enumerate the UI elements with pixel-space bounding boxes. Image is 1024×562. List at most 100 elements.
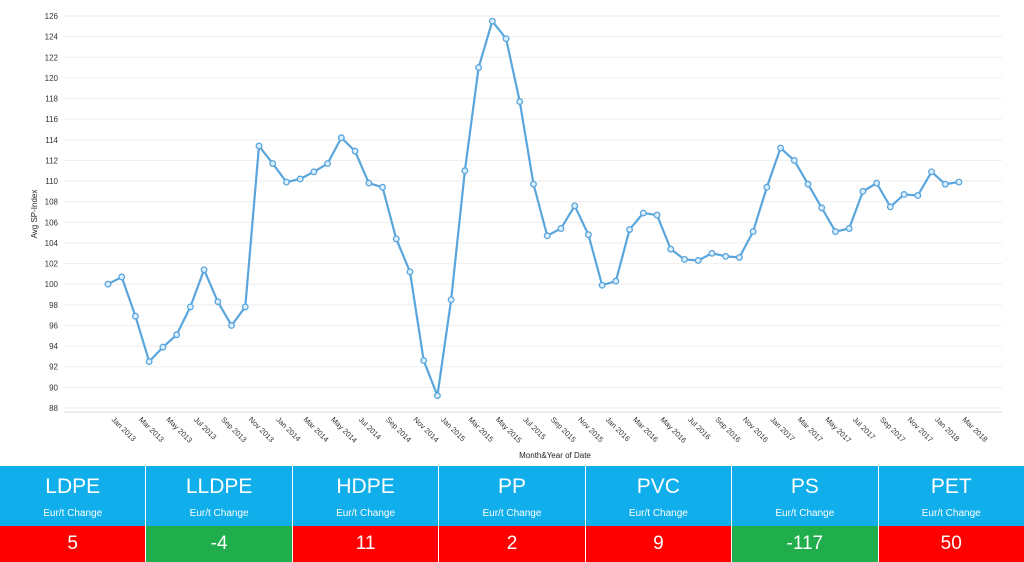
x-tick-label: May 2014	[329, 415, 359, 445]
data-point	[173, 331, 181, 339]
data-point	[708, 249, 716, 257]
line-chart: 88 90 92 94 96 98 100 102 104 106 108 110 112 114 116 1…	[30, 12, 1002, 460]
x-tick-label: Nov 2016	[741, 415, 770, 444]
data-point	[296, 175, 304, 183]
tile-subtitle: Eur/t Change	[189, 508, 249, 519]
y-tick-label: 114	[45, 136, 58, 145]
x-tick-label: Mar 2013	[137, 415, 166, 444]
tile-header: HDPE Eur/t Change	[292, 466, 439, 526]
y-tick-label: 92	[49, 363, 58, 372]
data-point	[735, 253, 743, 261]
tile-polymer-name: PET	[930, 475, 972, 498]
data-point	[447, 296, 455, 304]
data-point	[749, 228, 757, 236]
tile-header: PET Eur/t Change	[878, 466, 1024, 526]
x-tick-label: Mar 2015	[466, 415, 495, 444]
tile-change-value: 50	[878, 526, 1024, 562]
x-tick-label: May 2017	[823, 415, 853, 445]
y-axis-ticks: 88 90 92 94 96 98 100 102 104 106 108 110 112 114 116 1…	[45, 12, 59, 413]
tile-change-value: 2	[439, 526, 585, 562]
x-tick-label: Jul 2015	[521, 415, 547, 441]
y-tick-label: 118	[45, 95, 58, 104]
data-point	[900, 191, 908, 198]
tile-subtitle: Eur/t Change	[482, 508, 542, 519]
x-tick-label: May 2016	[659, 415, 689, 445]
x-tick-label: Mar 2016	[631, 415, 660, 444]
tile-subtitle: Eur/t Change	[43, 508, 103, 519]
x-tick-label: May 2013	[164, 415, 194, 445]
data-point	[845, 225, 853, 232]
data-point	[859, 187, 867, 195]
tile-change-value: 5	[0, 526, 146, 562]
y-tick-label: 90	[49, 383, 58, 392]
data-point	[914, 192, 922, 199]
data-point	[324, 160, 332, 167]
data-point	[639, 209, 647, 217]
x-tick-label: Mar 2018	[961, 415, 990, 444]
data-point	[612, 277, 620, 285]
x-tick-label: Jul 2013	[192, 415, 218, 441]
data-point	[694, 257, 702, 264]
y-tick-label: 120	[45, 74, 59, 83]
data-point	[763, 183, 771, 191]
data-point	[282, 178, 290, 186]
data-point	[104, 280, 112, 288]
data-point	[626, 226, 634, 233]
data-point	[433, 392, 441, 400]
data-point	[214, 298, 222, 306]
data-point	[200, 266, 208, 274]
data-point	[722, 252, 730, 260]
x-tick-label: Sep 2016	[714, 415, 743, 444]
data-point	[406, 268, 414, 276]
y-tick-label: 112	[45, 156, 58, 165]
data-point	[255, 142, 263, 150]
tile-pvc: PVC Eur/t Change 9	[585, 466, 733, 562]
data-point	[928, 168, 935, 176]
tile-change-value: -117	[732, 526, 878, 562]
y-tick-label: 110	[45, 177, 58, 186]
x-tick-label: Jul 2017	[851, 415, 877, 441]
tile-polymer-name: LDPE	[45, 475, 101, 498]
y-tick-label: 108	[45, 198, 59, 207]
tile-subtitle: Eur/t Change	[628, 508, 688, 519]
tile-hdpe: HDPE Eur/t Change 11	[292, 466, 440, 562]
tile-ps: PS Eur/t Change -117	[732, 466, 879, 562]
tile-lldpe: LLDPE Eur/t Change -4	[146, 466, 293, 562]
data-point	[873, 179, 881, 187]
x-tick-label: Jan 2017	[768, 415, 796, 443]
grid-lines	[64, 15, 1002, 413]
y-tick-label: 104	[45, 239, 59, 248]
x-tick-label: May 2015	[494, 415, 524, 445]
tile-polymer-name: LLDPE	[185, 475, 253, 498]
x-tick-label: Jan 2016	[604, 415, 632, 443]
tile-header: PVC Eur/t Change	[585, 466, 732, 526]
data-point	[530, 180, 537, 188]
tile-change-value: 11	[292, 526, 439, 562]
tile-polymer-name: PS	[790, 475, 819, 498]
data-point	[310, 168, 318, 176]
tile-header: LDPE Eur/t Change	[0, 466, 146, 526]
tile-polymer-name: PVC	[636, 475, 680, 498]
tile-polymer-name: HDPE	[336, 475, 395, 498]
x-tick-label: Jan 2014	[274, 415, 302, 443]
data-point	[598, 281, 606, 289]
data-point	[488, 17, 496, 25]
polymer-change-tiles: LDPE Eur/t Change 5 LLDPE Eur/t Change -4 HDPE…	[0, 466, 1024, 562]
x-tick-label: Nov 2014	[412, 415, 441, 444]
data-point	[228, 322, 235, 329]
data-point	[365, 179, 373, 187]
data-point	[186, 303, 194, 311]
y-tick-label: 102	[45, 260, 59, 269]
x-tick-label: Sep 2015	[549, 415, 578, 444]
data-point	[516, 98, 524, 106]
data-point	[832, 228, 839, 236]
data-point	[145, 358, 153, 366]
data-point	[955, 178, 963, 186]
data-point	[392, 235, 400, 243]
data-points	[104, 17, 963, 400]
tile-ldpe: LDPE Eur/t Change 5	[0, 466, 147, 562]
y-tick-label: 88	[49, 404, 58, 413]
x-tick-label: Sep 2017	[878, 415, 907, 444]
x-tick-label: Sep 2013	[219, 415, 248, 444]
